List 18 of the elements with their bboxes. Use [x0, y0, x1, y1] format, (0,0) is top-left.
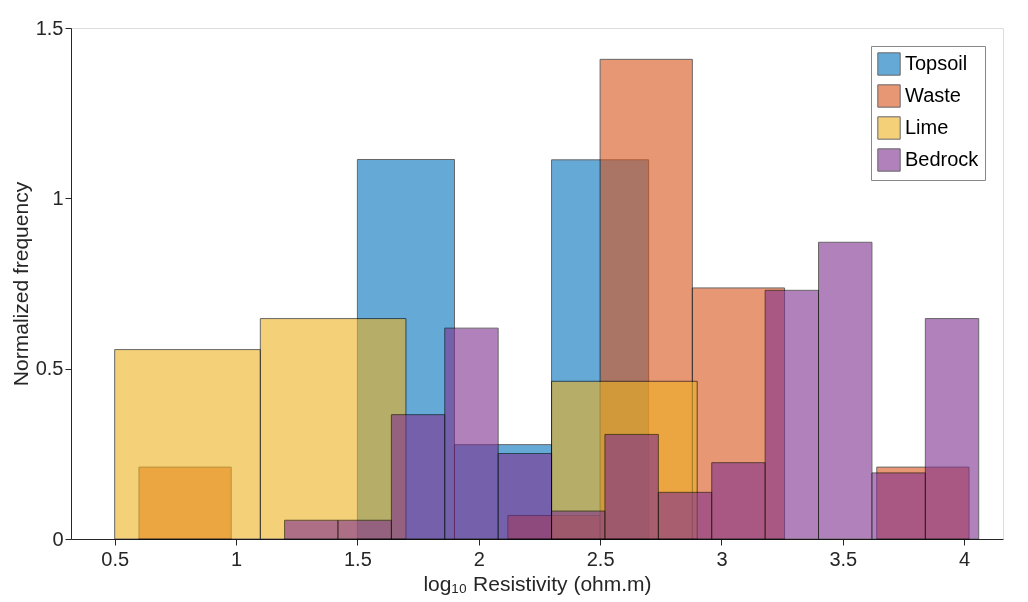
legend-label: Lime — [905, 116, 949, 138]
x-tick-label: 4 — [959, 547, 971, 570]
x-tick-label: 0.5 — [101, 547, 130, 570]
y-tick-label: 1.5 — [35, 16, 64, 39]
y-tick-label: 0 — [52, 527, 64, 550]
y-axis-title: Normalized frequency — [8, 181, 32, 387]
y-tick-label: 0.5 — [35, 357, 64, 380]
legend-label: Topsoil — [905, 52, 968, 74]
x-tick-label: 2 — [473, 547, 485, 570]
x-tick-label: 1.5 — [343, 547, 372, 570]
x-axis-title: log₁₀ Resistivity (ohm.m) — [423, 571, 652, 595]
x-tick-label: 2.5 — [586, 547, 615, 570]
legend-label: Waste — [905, 84, 961, 106]
x-tick-label: 3.5 — [829, 547, 858, 570]
x-tick-label: 1 — [230, 547, 243, 570]
legend-label: Bedrock — [905, 148, 980, 170]
y-tick-label: 1 — [52, 186, 64, 209]
x-tick-label: 3 — [716, 547, 728, 570]
